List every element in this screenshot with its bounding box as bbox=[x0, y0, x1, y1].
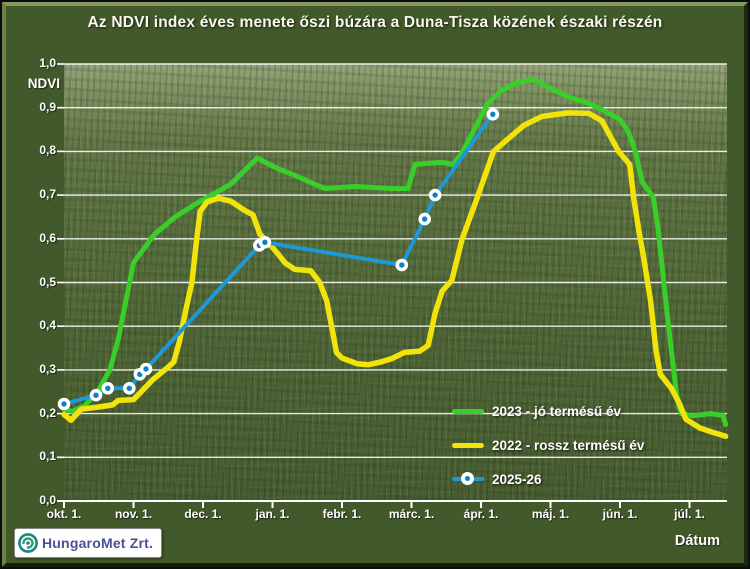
chart-title: Az NDVI index éves menete őszi búzára a … bbox=[87, 14, 663, 31]
x-tick-label: máj. 1. bbox=[531, 507, 570, 521]
x-tick-label: jún. 1. bbox=[602, 507, 638, 521]
y-tick-label: 0,1 bbox=[39, 449, 56, 464]
legend-label-2022: 2022 - rossz termésű év bbox=[492, 437, 645, 453]
x-tick-label: júl. 1. bbox=[674, 507, 705, 521]
y-tick-label: 0,2 bbox=[39, 405, 56, 420]
y-tick-label: 0,7 bbox=[39, 187, 56, 202]
data-point-dot bbox=[399, 262, 405, 268]
legend-item-2022: 2022 - rossz termésű év bbox=[452, 428, 644, 462]
data-point-dot bbox=[490, 111, 496, 118]
data-point-dot bbox=[61, 401, 67, 407]
x-tick-label: ápr. 1. bbox=[463, 507, 499, 521]
hungaromet-logo: HungaroMet Zrt. bbox=[14, 528, 163, 558]
data-point-dot bbox=[422, 216, 428, 222]
x-tick-label: febr. 1. bbox=[322, 507, 362, 521]
series-line bbox=[61, 76, 729, 427]
series-line bbox=[61, 110, 729, 440]
x-axis-title: Dátum bbox=[674, 533, 720, 549]
data-point-dot bbox=[105, 385, 111, 391]
legend-label-2023: 2023 - jó termésű év bbox=[492, 403, 622, 419]
x-tick-label: nov. 1. bbox=[114, 507, 153, 521]
legend-label-2025-26: 2025-26 bbox=[492, 471, 542, 487]
y-tick-label: 0,0 bbox=[39, 493, 56, 507]
legend-line-yellow-icon bbox=[452, 442, 484, 448]
legend-item-2025-26: 2025-26 bbox=[452, 462, 644, 496]
x-tick-label: jan. 1. bbox=[255, 507, 290, 521]
y-tick-label: 1,0 bbox=[39, 56, 56, 70]
y-tick-label: 0,8 bbox=[39, 143, 56, 158]
data-point-dot bbox=[262, 239, 268, 245]
logo-text: HungaroMet Zrt. bbox=[42, 535, 154, 551]
y-tick-label: 0,9 bbox=[39, 99, 56, 114]
series-line bbox=[62, 112, 495, 406]
legend-line-green-icon bbox=[452, 408, 484, 414]
y-axis-title: NDVI bbox=[27, 76, 60, 91]
legend-item-2023: 2023 - jó termésű év bbox=[452, 394, 644, 428]
y-tick-label: 0,4 bbox=[39, 318, 56, 333]
data-point-dot bbox=[93, 392, 99, 398]
y-tick-label: 0,3 bbox=[39, 361, 56, 376]
hungaromet-swirl-icon bbox=[18, 533, 38, 553]
data-point-dot bbox=[432, 192, 438, 198]
y-tick-label: 0,6 bbox=[39, 230, 56, 245]
data-point-dot bbox=[126, 385, 132, 391]
x-tick-label: okt. 1. bbox=[46, 507, 82, 521]
y-tick-label: 0,5 bbox=[39, 274, 56, 289]
x-tick-label: dec. 1. bbox=[184, 507, 222, 521]
legend-line-marker-blue-icon bbox=[452, 472, 484, 485]
legend: 2023 - jó termésű év 2022 - rossz termés… bbox=[452, 394, 644, 496]
x-tick-label: márc. 1. bbox=[388, 507, 435, 521]
data-point-dot bbox=[143, 366, 149, 372]
